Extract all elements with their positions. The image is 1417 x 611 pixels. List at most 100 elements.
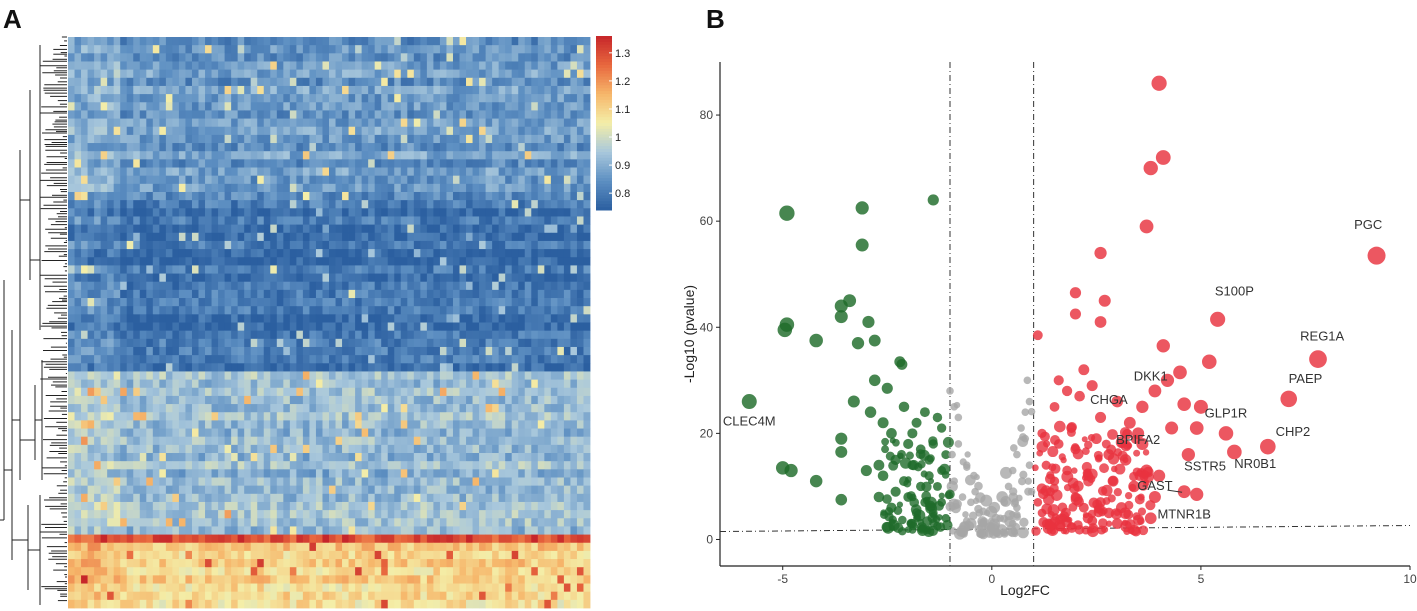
- heatmap-cell: [87, 167, 95, 177]
- heatmap-cell: [531, 330, 539, 340]
- heatmap-cell: [583, 273, 591, 283]
- heatmap-cell: [159, 510, 167, 519]
- heatmap-cell: [87, 134, 95, 144]
- heatmap-cell: [446, 249, 454, 258]
- heatmap-cell: [126, 477, 134, 487]
- heatmap-cell: [583, 314, 591, 323]
- heatmap-cell: [394, 143, 402, 152]
- heatmap-cell: [446, 371, 454, 380]
- heatmap-cell: [576, 200, 584, 209]
- heatmap-cell: [191, 534, 199, 544]
- heatmap-cell: [224, 53, 232, 62]
- heatmap-cell: [231, 94, 239, 103]
- heatmap-cell: [368, 191, 376, 201]
- heatmap-cell: [485, 240, 493, 250]
- heatmap-cell: [68, 85, 75, 95]
- heatmap-cell: [394, 436, 402, 446]
- heatmap-cell: [322, 159, 330, 168]
- heatmap-cell: [485, 330, 493, 340]
- heatmap-cell: [185, 45, 193, 54]
- heatmap-cell: [452, 420, 460, 429]
- heatmap-cell: [263, 355, 271, 364]
- heatmap-cell: [296, 420, 304, 429]
- heatmap-cell: [205, 69, 212, 79]
- heatmap-cell: [270, 94, 278, 103]
- heatmap-cell: [120, 216, 128, 226]
- heatmap-cell: [472, 224, 480, 234]
- heatmap-cell: [263, 526, 271, 535]
- heatmap-cell: [348, 526, 356, 535]
- heatmap-cell: [87, 240, 95, 250]
- heatmap-cell: [231, 330, 239, 340]
- heatmap-cell: [100, 493, 108, 503]
- heatmap-cell: [309, 232, 317, 242]
- heatmap-cell: [459, 298, 467, 307]
- heatmap-cell: [563, 436, 571, 446]
- heatmap-cell: [400, 240, 408, 250]
- heatmap-cell: [244, 404, 252, 413]
- heatmap-cell: [185, 485, 193, 495]
- heatmap-cell: [472, 134, 480, 144]
- heatmap-cell: [550, 175, 558, 185]
- heatmap-cell: [126, 404, 134, 413]
- heatmap-cell: [198, 175, 206, 185]
- heatmap-cell: [126, 346, 134, 356]
- heatmap-cell: [361, 420, 369, 429]
- heatmap-cell: [276, 224, 284, 234]
- heatmap-cell: [302, 110, 310, 119]
- heatmap-cell: [211, 428, 219, 438]
- heatmap-cell: [81, 53, 88, 62]
- heatmap-cell: [283, 461, 291, 470]
- heatmap-cell: [315, 265, 323, 274]
- heatmap-cell: [459, 232, 467, 242]
- heatmap-cell: [81, 485, 88, 495]
- heatmap-cell: [94, 45, 102, 54]
- heatmap-cell: [322, 436, 330, 446]
- heatmap-cell: [557, 518, 565, 527]
- heatmap-cell: [544, 510, 552, 519]
- heatmap-cell: [309, 134, 317, 144]
- heatmap-cell: [524, 94, 532, 103]
- heatmap-cell: [237, 395, 245, 405]
- heatmap-cell: [368, 428, 376, 438]
- heatmap-cell: [583, 346, 591, 356]
- heatmap-cell: [374, 404, 382, 413]
- heatmap-cell: [563, 314, 571, 323]
- heatmap-cell: [459, 143, 467, 152]
- heatmap-cell: [563, 510, 571, 519]
- heatmap-cell: [446, 240, 454, 250]
- heatmap-cell: [498, 134, 506, 144]
- heatmap-cell: [74, 428, 82, 438]
- heatmap-cell: [492, 395, 500, 405]
- heatmap-cell: [237, 420, 245, 429]
- heatmap-cell: [459, 379, 467, 389]
- heatmap-cell: [492, 330, 500, 340]
- heatmap-cell: [355, 208, 363, 217]
- heatmap-cell: [133, 404, 141, 413]
- heatmap-cell: [374, 453, 382, 462]
- heatmap-cell: [348, 102, 356, 111]
- heatmap-cell: [74, 314, 82, 323]
- heatmap-cell: [583, 289, 591, 299]
- heatmap-cell: [433, 240, 441, 250]
- heatmap-cell: [420, 118, 428, 128]
- heatmap-cell: [433, 224, 441, 234]
- heatmap-cell: [381, 534, 389, 544]
- heatmap-cell: [283, 338, 291, 348]
- heatmap-cell: [139, 453, 147, 462]
- heatmap-cell: [459, 45, 467, 54]
- heatmap-cell: [368, 265, 376, 274]
- heatmap-cell: [231, 485, 239, 495]
- heatmap-cell: [159, 110, 167, 119]
- heatmap-cell: [81, 338, 88, 348]
- heatmap-cell: [218, 338, 226, 348]
- heatmap-cell: [505, 420, 513, 429]
- heatmap-cell: [583, 518, 591, 527]
- heatmap-cell: [113, 183, 121, 193]
- heatmap-cell: [407, 501, 415, 511]
- heatmap-cell: [394, 314, 402, 323]
- heatmap-cell: [276, 355, 284, 364]
- heatmap-cell: [570, 314, 578, 323]
- heatmap-cell: [505, 355, 513, 364]
- heatmap-cell: [544, 322, 552, 332]
